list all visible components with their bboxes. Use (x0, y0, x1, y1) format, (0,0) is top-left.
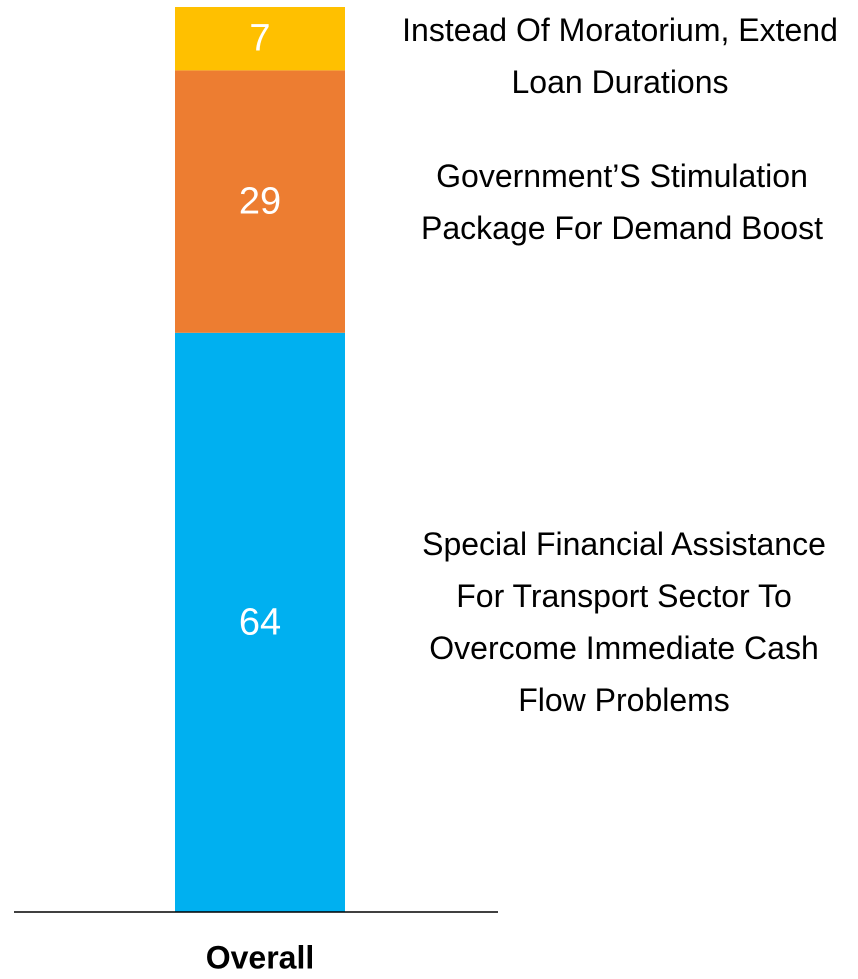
value-label: 29 (239, 181, 281, 223)
legend-label: Instead Of Moratorium, Extend Loan Durat… (402, 12, 838, 100)
bar-segment (175, 332, 345, 912)
bar-segment (175, 7, 345, 71)
legend-label: Government’S Stimulation Package For Dem… (421, 157, 823, 246)
bar-segment (175, 70, 345, 333)
value-label: 7 (249, 18, 270, 60)
value-label: 64 (239, 601, 281, 643)
x-tick-label: Overall (206, 939, 315, 975)
legend-label: Special Financial Assistance For Transpo… (422, 526, 826, 719)
